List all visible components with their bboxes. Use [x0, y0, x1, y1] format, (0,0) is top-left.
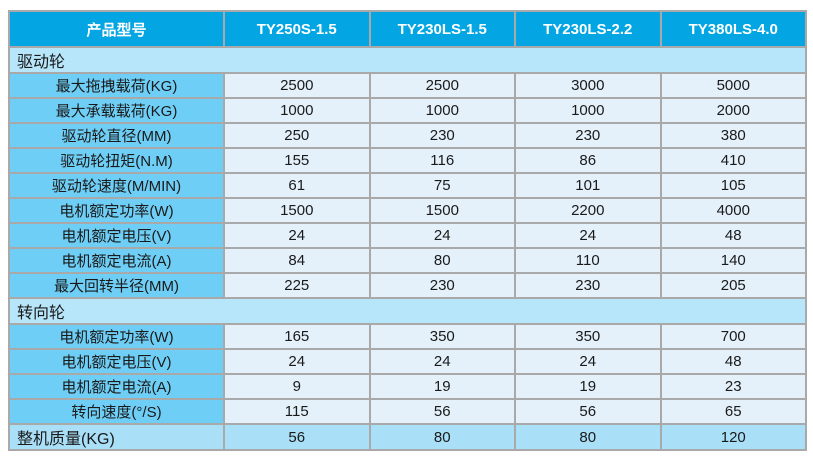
section-title-drive-wheel: 驱动轮 — [8, 46, 807, 74]
table-row: 电机额定电压(V) 24 24 24 48 — [8, 222, 807, 249]
table-row: 电机额定电压(V) 24 24 24 48 — [8, 348, 807, 375]
spec-label: 电机额定功率(W) — [8, 323, 225, 350]
spec-value: 1500 — [368, 197, 516, 224]
spec-label: 最大回转半径(MM) — [8, 272, 225, 299]
spec-value: 56 — [368, 398, 516, 425]
spec-value: 80 — [368, 247, 516, 274]
total-weight-value: 80 — [368, 423, 516, 451]
spec-value: 48 — [659, 222, 807, 249]
table-row: 最大承载载荷(KG) 1000 1000 1000 2000 — [8, 97, 807, 124]
spec-value: 4000 — [659, 197, 807, 224]
spec-value: 165 — [223, 323, 371, 350]
table-row: 驱动轮扭矩(N.M) 155 116 86 410 — [8, 147, 807, 174]
spec-value: 24 — [223, 348, 371, 375]
header-model-ty380ls: TY380LS-4.0 — [659, 10, 807, 48]
spec-label: 最大拖拽载荷(KG) — [8, 72, 225, 99]
spec-value: 24 — [514, 348, 662, 375]
spec-value: 24 — [368, 348, 516, 375]
spec-value: 1000 — [514, 97, 662, 124]
spec-value: 24 — [368, 222, 516, 249]
page: 产品型号 TY250S-1.5 TY230LS-1.5 TY230LS-2.2 … — [8, 10, 807, 451]
spec-value: 84 — [223, 247, 371, 274]
spec-value: 19 — [368, 373, 516, 400]
spec-value: 230 — [368, 122, 516, 149]
spec-label: 驱动轮扭矩(N.M) — [8, 147, 225, 174]
spec-value: 230 — [368, 272, 516, 299]
table-row: 电机额定功率(W) 1500 1500 2200 4000 — [8, 197, 807, 224]
header-model-ty230ls-22: TY230LS-2.2 — [514, 10, 662, 48]
spec-value: 75 — [368, 172, 516, 199]
spec-value: 140 — [659, 247, 807, 274]
spec-value: 19 — [514, 373, 662, 400]
spec-value: 2000 — [659, 97, 807, 124]
header-row: 产品型号 TY250S-1.5 TY230LS-1.5 TY230LS-2.2 … — [8, 10, 807, 48]
table-row: 驱动轮速度(M/MIN) 61 75 101 105 — [8, 172, 807, 199]
spec-value: 101 — [514, 172, 662, 199]
spec-value: 48 — [659, 348, 807, 375]
spec-value: 380 — [659, 122, 807, 149]
spec-value: 105 — [659, 172, 807, 199]
spec-label: 驱动轮直径(MM) — [8, 122, 225, 149]
spec-label: 驱动轮速度(M/MIN) — [8, 172, 225, 199]
spec-value: 61 — [223, 172, 371, 199]
section-row-drive-wheel: 驱动轮 — [8, 46, 807, 74]
spec-value: 3000 — [514, 72, 662, 99]
total-weight-value: 80 — [514, 423, 662, 451]
spec-value: 24 — [223, 222, 371, 249]
spec-label: 转向速度(°/S) — [8, 398, 225, 425]
section-row-steering-wheel: 转向轮 — [8, 297, 807, 325]
spec-value: 1500 — [223, 197, 371, 224]
table-row: 驱动轮直径(MM) 250 230 230 380 — [8, 122, 807, 149]
header-model-ty230ls-15: TY230LS-1.5 — [368, 10, 516, 48]
total-weight-row: 整机质量(KG) 56 80 80 120 — [8, 423, 807, 451]
spec-label: 电机额定电流(A) — [8, 247, 225, 274]
spec-value: 115 — [223, 398, 371, 425]
spec-value: 350 — [514, 323, 662, 350]
spec-value: 1000 — [223, 97, 371, 124]
spec-value: 9 — [223, 373, 371, 400]
spec-value: 5000 — [659, 72, 807, 99]
spec-value: 23 — [659, 373, 807, 400]
spec-label: 最大承载载荷(KG) — [8, 97, 225, 124]
spec-value: 2200 — [514, 197, 662, 224]
spec-value: 230 — [514, 122, 662, 149]
header-product-model: 产品型号 — [8, 10, 225, 48]
section-title-steering-wheel: 转向轮 — [8, 297, 807, 325]
table-row: 转向速度(°/S) 115 56 56 65 — [8, 398, 807, 425]
spec-value: 65 — [659, 398, 807, 425]
table-row: 电机额定电流(A) 84 80 110 140 — [8, 247, 807, 274]
spec-value: 700 — [659, 323, 807, 350]
spec-value: 2500 — [368, 72, 516, 99]
header-model-ty250s: TY250S-1.5 — [223, 10, 371, 48]
spec-label: 电机额定电压(V) — [8, 348, 225, 375]
spec-label: 电机额定电压(V) — [8, 222, 225, 249]
spec-value: 1000 — [368, 97, 516, 124]
total-weight-value: 56 — [223, 423, 371, 451]
spec-value: 225 — [223, 272, 371, 299]
spec-value: 24 — [514, 222, 662, 249]
spec-value: 110 — [514, 247, 662, 274]
total-weight-value: 120 — [659, 423, 807, 451]
spec-value: 230 — [514, 272, 662, 299]
spec-value: 410 — [659, 147, 807, 174]
spec-value: 250 — [223, 122, 371, 149]
spec-value: 86 — [514, 147, 662, 174]
spec-value: 2500 — [223, 72, 371, 99]
product-spec-table: 产品型号 TY250S-1.5 TY230LS-1.5 TY230LS-2.2 … — [8, 10, 807, 451]
table-row: 最大拖拽载荷(KG) 2500 2500 3000 5000 — [8, 72, 807, 99]
spec-value: 350 — [368, 323, 516, 350]
table-row: 最大回转半径(MM) 225 230 230 205 — [8, 272, 807, 299]
spec-value: 205 — [659, 272, 807, 299]
spec-value: 56 — [514, 398, 662, 425]
spec-value: 155 — [223, 147, 371, 174]
total-weight-label: 整机质量(KG) — [8, 423, 225, 451]
spec-label: 电机额定电流(A) — [8, 373, 225, 400]
spec-value: 116 — [368, 147, 516, 174]
table-row: 电机额定电流(A) 9 19 19 23 — [8, 373, 807, 400]
table-row: 电机额定功率(W) 165 350 350 700 — [8, 323, 807, 350]
spec-label: 电机额定功率(W) — [8, 197, 225, 224]
